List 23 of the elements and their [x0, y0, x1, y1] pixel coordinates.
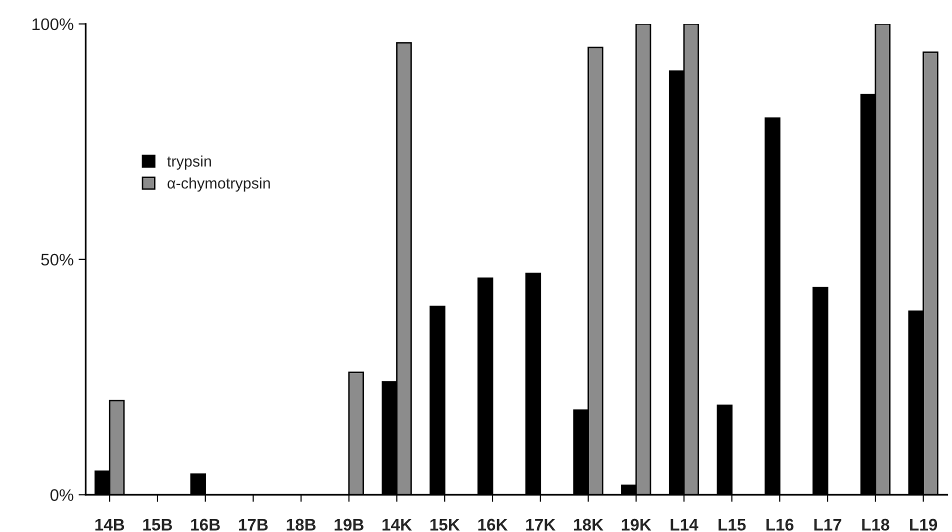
- x-tick-label: 16K: [478, 518, 508, 531]
- x-tick-label: L14: [670, 518, 698, 530]
- x-tick-label: 18K: [574, 518, 604, 531]
- x-tick-label: 19B: [334, 518, 364, 531]
- x-tick-label: L18: [862, 518, 890, 531]
- x-tick-label: 17B: [238, 518, 268, 530]
- y-tick-label: 0%: [50, 489, 74, 501]
- x-tick-label: L19: [910, 518, 938, 531]
- y-tick-label: 50%: [41, 254, 74, 266]
- x-tick-label: 17K: [526, 518, 556, 530]
- x-tick-label: L15: [718, 518, 746, 531]
- x-tick-label: 16B: [191, 518, 220, 531]
- x-tick-label: 15B: [143, 518, 172, 531]
- x-tick-label: 19K: [622, 518, 652, 531]
- x-tick-label: 15K: [430, 518, 460, 531]
- y-tick-label: 100%: [32, 18, 74, 30]
- legend-label: α-chymotrypsin: [168, 177, 270, 192]
- x-tick-label: 14B: [95, 518, 124, 530]
- x-tick-label: L16: [766, 518, 794, 531]
- x-tick-label: 14K: [382, 518, 412, 530]
- legend-label: trypsin: [167, 155, 211, 170]
- x-tick-label: 18B: [286, 518, 316, 531]
- x-tick-label: L17: [814, 518, 842, 530]
